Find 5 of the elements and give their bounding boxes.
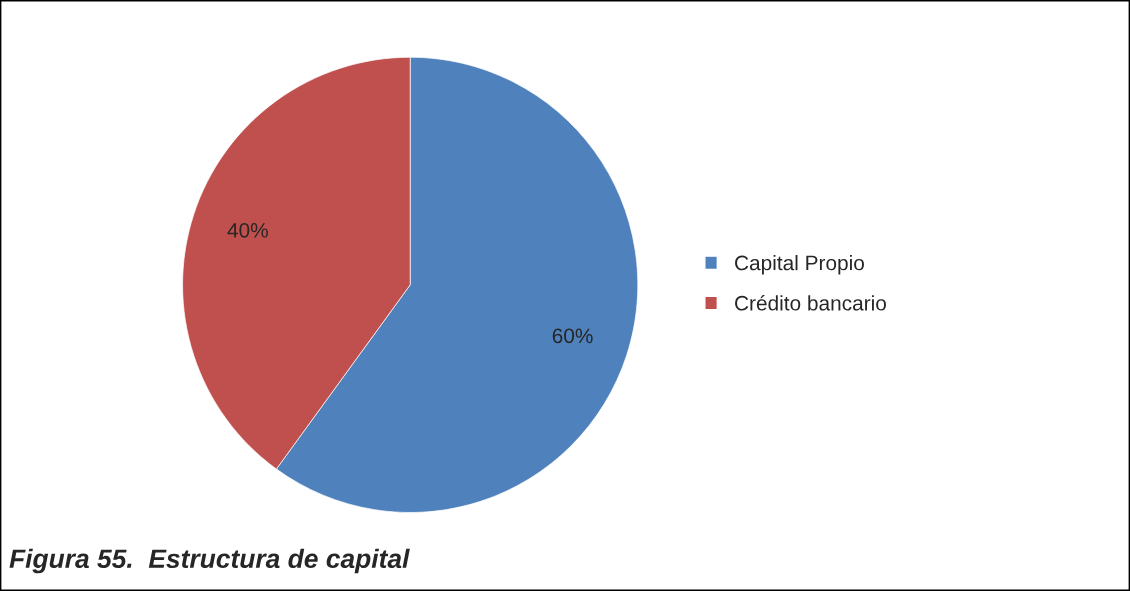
data-label: 60% [552, 328, 593, 344]
data-label: 40% [227, 222, 268, 238]
text: Figura 55. Estructura de capital [9, 548, 410, 574]
legend-label: Capital Propio [735, 255, 864, 275]
legend-label: Crédito bancario [735, 295, 886, 311]
